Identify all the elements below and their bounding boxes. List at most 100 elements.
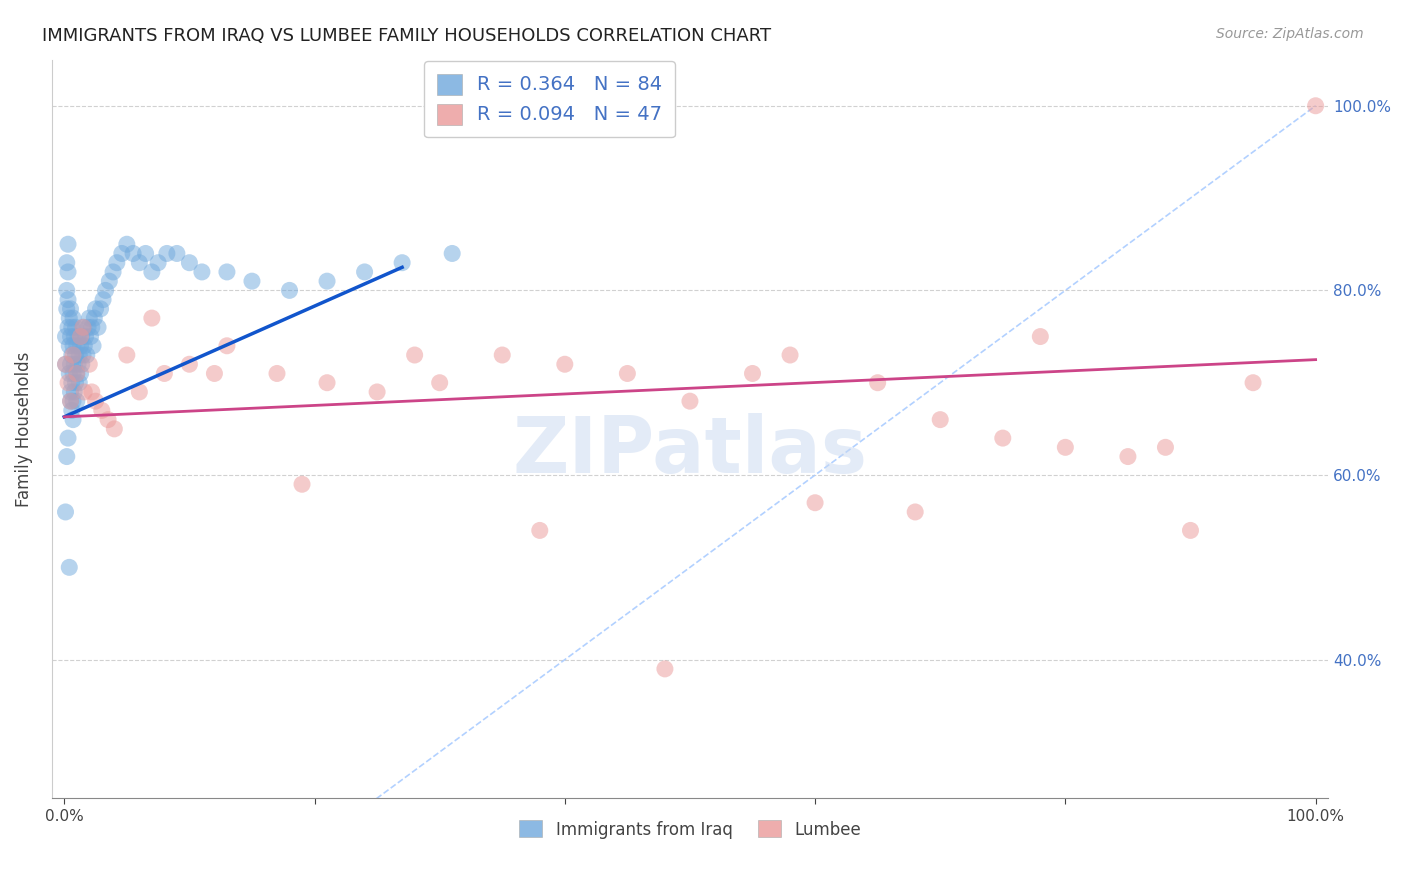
Point bbox=[55, 329, 77, 343]
Point bbox=[56, 265, 79, 279]
Point bbox=[55, 301, 77, 316]
Point bbox=[278, 284, 301, 298]
Point bbox=[69, 329, 91, 343]
Point bbox=[316, 376, 339, 390]
Point bbox=[59, 301, 82, 316]
Point bbox=[904, 505, 927, 519]
Point bbox=[55, 357, 77, 371]
Point bbox=[679, 394, 702, 409]
Point bbox=[66, 394, 89, 409]
Point bbox=[70, 329, 93, 343]
Point bbox=[59, 357, 82, 371]
Point bbox=[59, 384, 82, 399]
Point bbox=[404, 348, 426, 362]
Point bbox=[166, 246, 188, 260]
Point bbox=[366, 384, 388, 399]
Legend: Immigrants from Iraq, Lumbee: Immigrants from Iraq, Lumbee bbox=[512, 814, 868, 846]
Point bbox=[66, 329, 89, 343]
Point bbox=[441, 246, 464, 260]
Point bbox=[79, 311, 101, 326]
Point bbox=[56, 376, 79, 390]
Point bbox=[66, 367, 89, 381]
Point bbox=[62, 367, 84, 381]
Point bbox=[156, 246, 179, 260]
Point bbox=[291, 477, 314, 491]
Point bbox=[529, 524, 551, 538]
Point bbox=[66, 339, 89, 353]
Point bbox=[55, 505, 77, 519]
Point bbox=[72, 320, 94, 334]
Point bbox=[204, 367, 226, 381]
Point bbox=[62, 339, 84, 353]
Point bbox=[76, 348, 98, 362]
Point bbox=[55, 450, 77, 464]
Point bbox=[82, 339, 104, 353]
Point bbox=[60, 348, 83, 362]
Point bbox=[80, 384, 103, 399]
Point bbox=[91, 293, 114, 307]
Point bbox=[191, 265, 214, 279]
Point bbox=[73, 339, 96, 353]
Point bbox=[80, 320, 103, 334]
Point bbox=[72, 348, 94, 362]
Point bbox=[266, 367, 288, 381]
Point bbox=[56, 237, 79, 252]
Point bbox=[866, 376, 889, 390]
Point bbox=[90, 403, 112, 417]
Point bbox=[991, 431, 1014, 445]
Point bbox=[62, 348, 84, 362]
Point bbox=[75, 329, 97, 343]
Point bbox=[60, 403, 83, 417]
Point bbox=[65, 320, 87, 334]
Point bbox=[115, 237, 138, 252]
Point bbox=[87, 320, 110, 334]
Point bbox=[77, 320, 100, 334]
Point bbox=[60, 376, 83, 390]
Point bbox=[83, 311, 105, 326]
Point bbox=[94, 284, 117, 298]
Point bbox=[56, 431, 79, 445]
Point bbox=[1305, 99, 1327, 113]
Point bbox=[391, 256, 413, 270]
Point bbox=[128, 256, 150, 270]
Point bbox=[55, 357, 77, 371]
Point bbox=[58, 339, 80, 353]
Point bbox=[62, 412, 84, 426]
Point bbox=[141, 311, 163, 326]
Point bbox=[105, 256, 128, 270]
Point bbox=[616, 367, 638, 381]
Point bbox=[1116, 450, 1139, 464]
Point bbox=[84, 301, 107, 316]
Point bbox=[63, 357, 86, 371]
Point bbox=[1054, 440, 1077, 454]
Point bbox=[55, 284, 77, 298]
Point bbox=[55, 256, 77, 270]
Point bbox=[103, 422, 125, 436]
Point bbox=[66, 367, 89, 381]
Point bbox=[215, 265, 238, 279]
Point bbox=[60, 320, 83, 334]
Point bbox=[215, 339, 238, 353]
Point bbox=[79, 357, 101, 371]
Point bbox=[135, 246, 157, 260]
Point bbox=[59, 394, 82, 409]
Point bbox=[111, 246, 134, 260]
Point bbox=[97, 412, 120, 426]
Point bbox=[73, 384, 96, 399]
Point bbox=[779, 348, 801, 362]
Point bbox=[741, 367, 763, 381]
Point bbox=[179, 256, 201, 270]
Point bbox=[67, 348, 90, 362]
Point bbox=[56, 293, 79, 307]
Point bbox=[66, 357, 89, 371]
Point bbox=[115, 348, 138, 362]
Point bbox=[58, 367, 80, 381]
Point bbox=[554, 357, 576, 371]
Point bbox=[90, 301, 112, 316]
Point bbox=[98, 274, 121, 288]
Point bbox=[59, 329, 82, 343]
Point bbox=[67, 376, 90, 390]
Point bbox=[353, 265, 375, 279]
Point bbox=[69, 367, 91, 381]
Point bbox=[141, 265, 163, 279]
